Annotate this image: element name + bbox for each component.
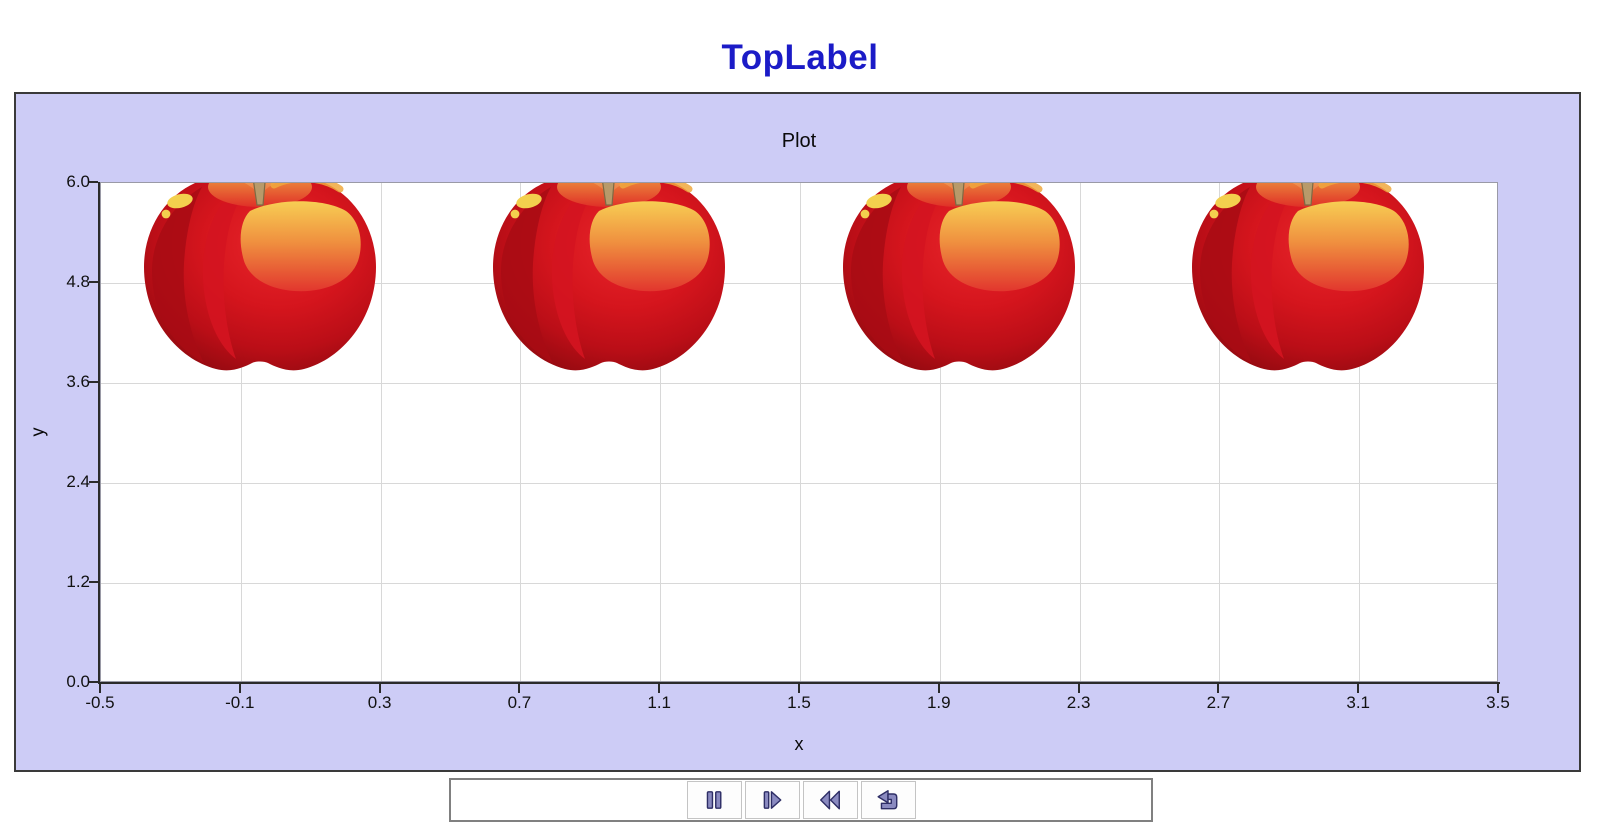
step-forward-icon [763,791,782,809]
return-arrow-icon [877,790,898,810]
x-tick-mark [518,684,521,693]
y-tick-label: 4.8 [66,272,90,291]
x-tick-mark [798,684,800,693]
pause-button[interactable] [686,781,742,819]
apple-marker [134,182,386,393]
y-tick-label: 1.2 [66,572,90,591]
gridline-horizontal [101,583,1497,584]
x-tick-label: -0.1 [225,693,255,712]
y-tick-mark [89,581,98,583]
step-forward-button[interactable] [744,781,800,819]
x-tick-mark [1357,684,1360,693]
x-tick-mark [99,684,101,693]
x-tick-mark [937,684,940,693]
y-tick-label: 3.6 [66,372,90,391]
x-tick-label: 2.3 [1066,693,1091,712]
plot-area [100,182,1498,682]
x-tick-label: 3.5 [1486,693,1510,712]
gridline-horizontal [101,483,1497,484]
x-axis-title: x [794,734,804,754]
x-tick-label: 1.1 [647,693,671,712]
plot-title: Plot [781,130,817,152]
y-tick-mark [89,481,98,483]
x-tick-label: 1.5 [787,693,811,712]
gridline-horizontal [101,383,1497,384]
plot-panel: Plot -0.5 -0.1 0.3 0.7 1.1 1.5 1.9 2.3 2.7 3.1 3.5… [14,92,1581,772]
gridline-vertical [660,183,662,681]
y-tick-mark [89,181,98,183]
x-tick-label: 0.3 [367,693,392,712]
x-tick-label: 0.7 [507,693,532,712]
apple-marker [1182,182,1434,393]
apple-marker [483,182,735,393]
x-tick-mark [1497,684,1499,693]
gridline-vertical [1219,183,1221,681]
gridline-vertical [380,183,382,681]
pause-icon [706,791,722,809]
y-axis-title: y [27,427,48,437]
gridline-vertical [1079,183,1081,681]
x-tick-mark [1077,684,1080,693]
x-axis-line [98,682,1500,684]
gridline-vertical [1359,183,1361,681]
rewind-icon [820,790,840,810]
gridline-horizontal [101,283,1497,284]
x-tick-mark [378,684,381,693]
x-tick-mark [1217,684,1220,693]
x-tick-mark [658,684,661,693]
y-tick-label: 6.0 [66,172,90,191]
x-tick-label: 3.1 [1346,693,1370,712]
y-tick-label: 0.0 [66,672,90,691]
y-tick-mark [89,381,98,383]
x-tick-label: -0.5 [85,693,115,712]
gridline-vertical [800,183,801,681]
rewind-button[interactable] [802,781,858,819]
y-tick-mark [89,681,98,683]
x-tick-label: 2.7 [1206,693,1231,712]
y-axis-line [98,182,100,684]
page-title: TopLabel [721,38,879,77]
apple-marker [833,182,1085,393]
y-tick-mark [89,281,98,283]
playback-toolbar [449,778,1153,822]
x-tick-label: 1.9 [926,693,951,712]
gridline-vertical [240,183,242,681]
x-tick-mark [238,684,241,693]
gridline-vertical [520,183,522,681]
gridline-vertical [939,183,941,681]
y-tick-label: 2.4 [66,472,90,491]
return-button[interactable] [860,781,916,819]
